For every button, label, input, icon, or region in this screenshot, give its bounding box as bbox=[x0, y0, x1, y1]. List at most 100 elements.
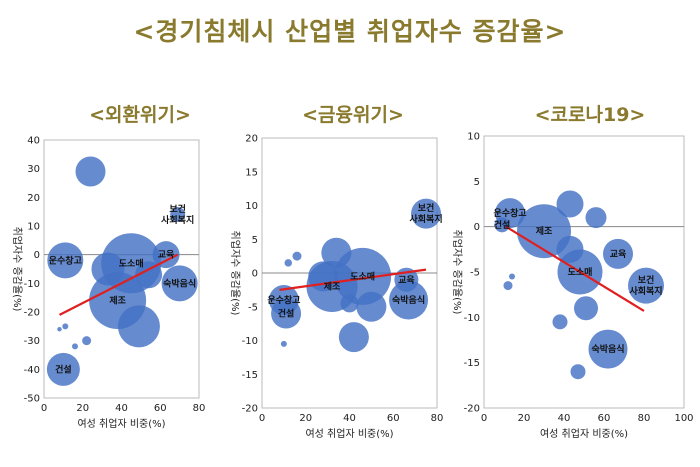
y-tick-label: 30 bbox=[27, 164, 40, 175]
y-tick-label: 10 bbox=[27, 222, 40, 233]
data-point bbox=[603, 238, 633, 269]
data-label: 보건 bbox=[169, 203, 186, 215]
data-point bbox=[62, 323, 69, 330]
data-point bbox=[135, 261, 163, 289]
y-tick-label: -5 bbox=[248, 302, 258, 313]
y-tick-label: -10 bbox=[242, 336, 258, 347]
data-label: 운수창고 bbox=[267, 294, 300, 306]
data-point bbox=[170, 207, 186, 223]
data-point bbox=[509, 273, 515, 280]
data-label: 사회복지 bbox=[410, 213, 443, 225]
data-label: 교육 bbox=[398, 275, 415, 286]
x-tick-label: 20 bbox=[518, 413, 531, 424]
x-tick-label: 60 bbox=[598, 413, 611, 424]
data-point bbox=[494, 217, 510, 233]
y-tick-label: 20 bbox=[245, 134, 258, 145]
x-tick-label: 40 bbox=[115, 403, 128, 414]
plot-area bbox=[483, 135, 685, 409]
y-tick-label: -5 bbox=[470, 268, 480, 279]
y-tick-label: 0 bbox=[34, 250, 40, 261]
x-tick-label: 0 bbox=[41, 403, 47, 414]
data-label: 교육 bbox=[610, 249, 627, 260]
data-point bbox=[334, 247, 392, 305]
data-point bbox=[556, 190, 584, 218]
data-point bbox=[75, 156, 106, 187]
x-axis-label: 여성 취업자 비중(%) bbox=[540, 427, 628, 440]
trend-line bbox=[279, 268, 427, 291]
y-tick-label: -15 bbox=[464, 358, 480, 369]
x-axis-label: 여성 취업자 비중(%) bbox=[77, 417, 165, 430]
x-tick-label: 40 bbox=[343, 413, 356, 424]
data-point bbox=[284, 259, 292, 267]
y-tick-label: 20 bbox=[27, 193, 40, 204]
y-tick-label: -15 bbox=[242, 370, 258, 381]
panel-title-1: <외환위기> bbox=[89, 104, 191, 126]
data-point bbox=[72, 343, 78, 350]
scatter-chart-2: -20 -15 -10 -5 0 5 10 15 20 0 20 40 60 80 여성 취업자 비중(%)… bbox=[229, 134, 443, 441]
x-tick-label: 80 bbox=[193, 403, 206, 414]
y-tick-label: -50 bbox=[24, 394, 40, 405]
data-label: 건설 bbox=[494, 219, 511, 231]
data-label: 도소매 bbox=[350, 270, 375, 282]
y-tick-label: -10 bbox=[24, 279, 40, 290]
data-label: 사회복지 bbox=[161, 214, 194, 226]
data-label: 숙박음식 bbox=[163, 277, 196, 289]
x-tick-label: 60 bbox=[387, 413, 400, 424]
x-tick-label: 100 bbox=[674, 413, 693, 424]
y-tick-label: 15 bbox=[245, 167, 258, 178]
data-label: 제조 bbox=[536, 225, 553, 237]
data-label: 제조 bbox=[109, 295, 126, 307]
x-tick-label: 40 bbox=[558, 413, 571, 424]
data-point bbox=[57, 326, 62, 332]
y-axis-label: 취업자수 증감율(%) bbox=[451, 230, 464, 315]
data-point bbox=[570, 364, 586, 380]
trend-line bbox=[505, 225, 645, 312]
plot-area bbox=[43, 139, 200, 399]
data-point bbox=[280, 340, 287, 347]
y-tick-label: 0 bbox=[474, 222, 480, 233]
data-label: 사회복지 bbox=[629, 285, 662, 297]
panel-title-2: <금융위기> bbox=[302, 104, 404, 126]
data-point bbox=[574, 296, 598, 321]
data-point bbox=[152, 241, 180, 269]
y-tick-label: 5 bbox=[252, 235, 258, 246]
x-tick-label: 0 bbox=[481, 413, 487, 424]
data-point bbox=[588, 329, 628, 369]
y-tick-label: -40 bbox=[24, 365, 40, 376]
y-tick-label: -10 bbox=[464, 313, 480, 324]
data-point bbox=[46, 352, 80, 386]
y-axis-label: 취업자수 증감율(%) bbox=[11, 227, 24, 312]
data-label: 도소매 bbox=[568, 266, 593, 278]
data-label: 제조 bbox=[324, 281, 341, 293]
y-tick-label: -20 bbox=[24, 308, 40, 319]
x-tick-label: 0 bbox=[259, 413, 265, 424]
scatter-chart-1: -50 -40 -30 -20 -10 0 10 20 30 40 0 20 40 60 80 여성 취업자 … bbox=[11, 136, 205, 431]
data-point bbox=[338, 322, 369, 353]
y-axis-label: 취업자수 증감율(%) bbox=[229, 231, 242, 316]
y-tick-label: 40 bbox=[27, 136, 40, 147]
data-point bbox=[552, 314, 568, 330]
data-label: 도소매 bbox=[119, 257, 144, 269]
y-tick-label: 10 bbox=[467, 132, 480, 143]
data-label: 숙박음식 bbox=[591, 343, 624, 355]
data-point bbox=[356, 291, 387, 322]
y-tick-label: 5 bbox=[474, 177, 480, 188]
data-label: 교육 bbox=[158, 250, 175, 261]
y-tick-label: 10 bbox=[245, 201, 258, 212]
data-point bbox=[271, 298, 302, 329]
x-tick-label: 80 bbox=[431, 413, 444, 424]
trend-line bbox=[59, 253, 179, 316]
data-point bbox=[82, 336, 92, 346]
x-tick-label: 60 bbox=[154, 403, 167, 414]
panel-title-3: <코로나19> bbox=[534, 104, 646, 126]
data-point bbox=[340, 294, 359, 313]
data-label: 숙박음식 bbox=[392, 294, 425, 306]
x-axis-label: 여성 취업자 비중(%) bbox=[305, 427, 393, 440]
data-point bbox=[503, 281, 513, 291]
y-tick-label: -20 bbox=[242, 404, 258, 415]
data-point bbox=[117, 305, 160, 348]
y-tick-label: -30 bbox=[24, 336, 40, 347]
data-point bbox=[389, 280, 429, 320]
